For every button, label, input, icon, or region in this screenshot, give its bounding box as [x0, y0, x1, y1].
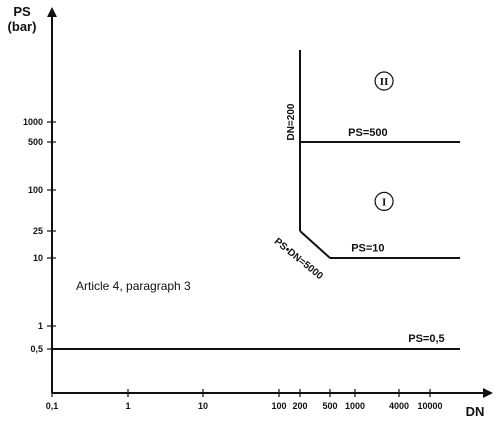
y-tick-label: 0,5 [30, 344, 43, 354]
y-tick-label: 100 [28, 185, 43, 195]
x-tick-label: 100 [271, 401, 286, 411]
line-label: DN=200 [286, 103, 297, 140]
x-tick-label: 10 [198, 401, 208, 411]
x-tick-label: 1 [125, 401, 130, 411]
region-marker-circle [374, 191, 394, 212]
x-tick-label: 200 [292, 401, 307, 411]
axes [47, 7, 493, 398]
x-axis-ticks: 0,1 1 10 100 200 500 1000 4000 10000 [46, 389, 443, 411]
y-axis-title-line1: PS [13, 4, 31, 19]
y-tick-label: 1000 [23, 117, 43, 127]
x-tick-label: 500 [322, 401, 337, 411]
series-lines [52, 50, 460, 350]
y-tick-label: 500 [28, 137, 43, 147]
region-marker-label: II [380, 76, 389, 88]
x-axis-title: DN [466, 404, 485, 419]
article-note: Article 4, paragraph 3 [76, 279, 191, 293]
line-label: PS•DN=5000 [272, 236, 325, 282]
y-axis-ticks: 0,5 1 10 25 100 500 1000 [23, 117, 56, 354]
x-tick-label: 0,1 [46, 401, 59, 411]
line-label: PS=0,5 [408, 333, 444, 345]
x-tick-label: 4000 [389, 401, 409, 411]
y-tick-label: 1 [38, 321, 43, 331]
x-tick-label: 10000 [417, 401, 442, 411]
line-label: PS=10 [351, 242, 384, 254]
y-tick-label: 25 [33, 226, 43, 236]
series-line [299, 230, 331, 259]
line-label: PS=500 [348, 127, 387, 139]
x-tick-label: 1000 [345, 401, 365, 411]
region-marker-label: I [382, 196, 386, 208]
region-marker-circle [374, 71, 394, 91]
y-tick-label: 10 [33, 253, 43, 263]
y-axis-title-line2: (bar) [8, 19, 37, 34]
